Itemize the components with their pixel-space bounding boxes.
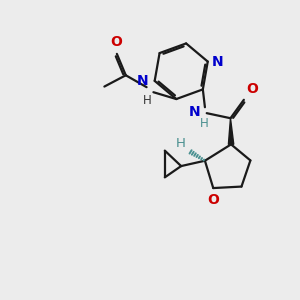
Text: H: H: [142, 94, 151, 107]
Text: N: N: [137, 74, 148, 88]
Text: O: O: [110, 34, 122, 49]
Text: O: O: [246, 82, 258, 96]
Polygon shape: [228, 118, 234, 144]
Text: H: H: [176, 137, 185, 150]
Text: O: O: [207, 194, 219, 207]
Text: H: H: [200, 117, 209, 130]
Text: N: N: [188, 105, 200, 119]
Text: N: N: [211, 55, 223, 69]
